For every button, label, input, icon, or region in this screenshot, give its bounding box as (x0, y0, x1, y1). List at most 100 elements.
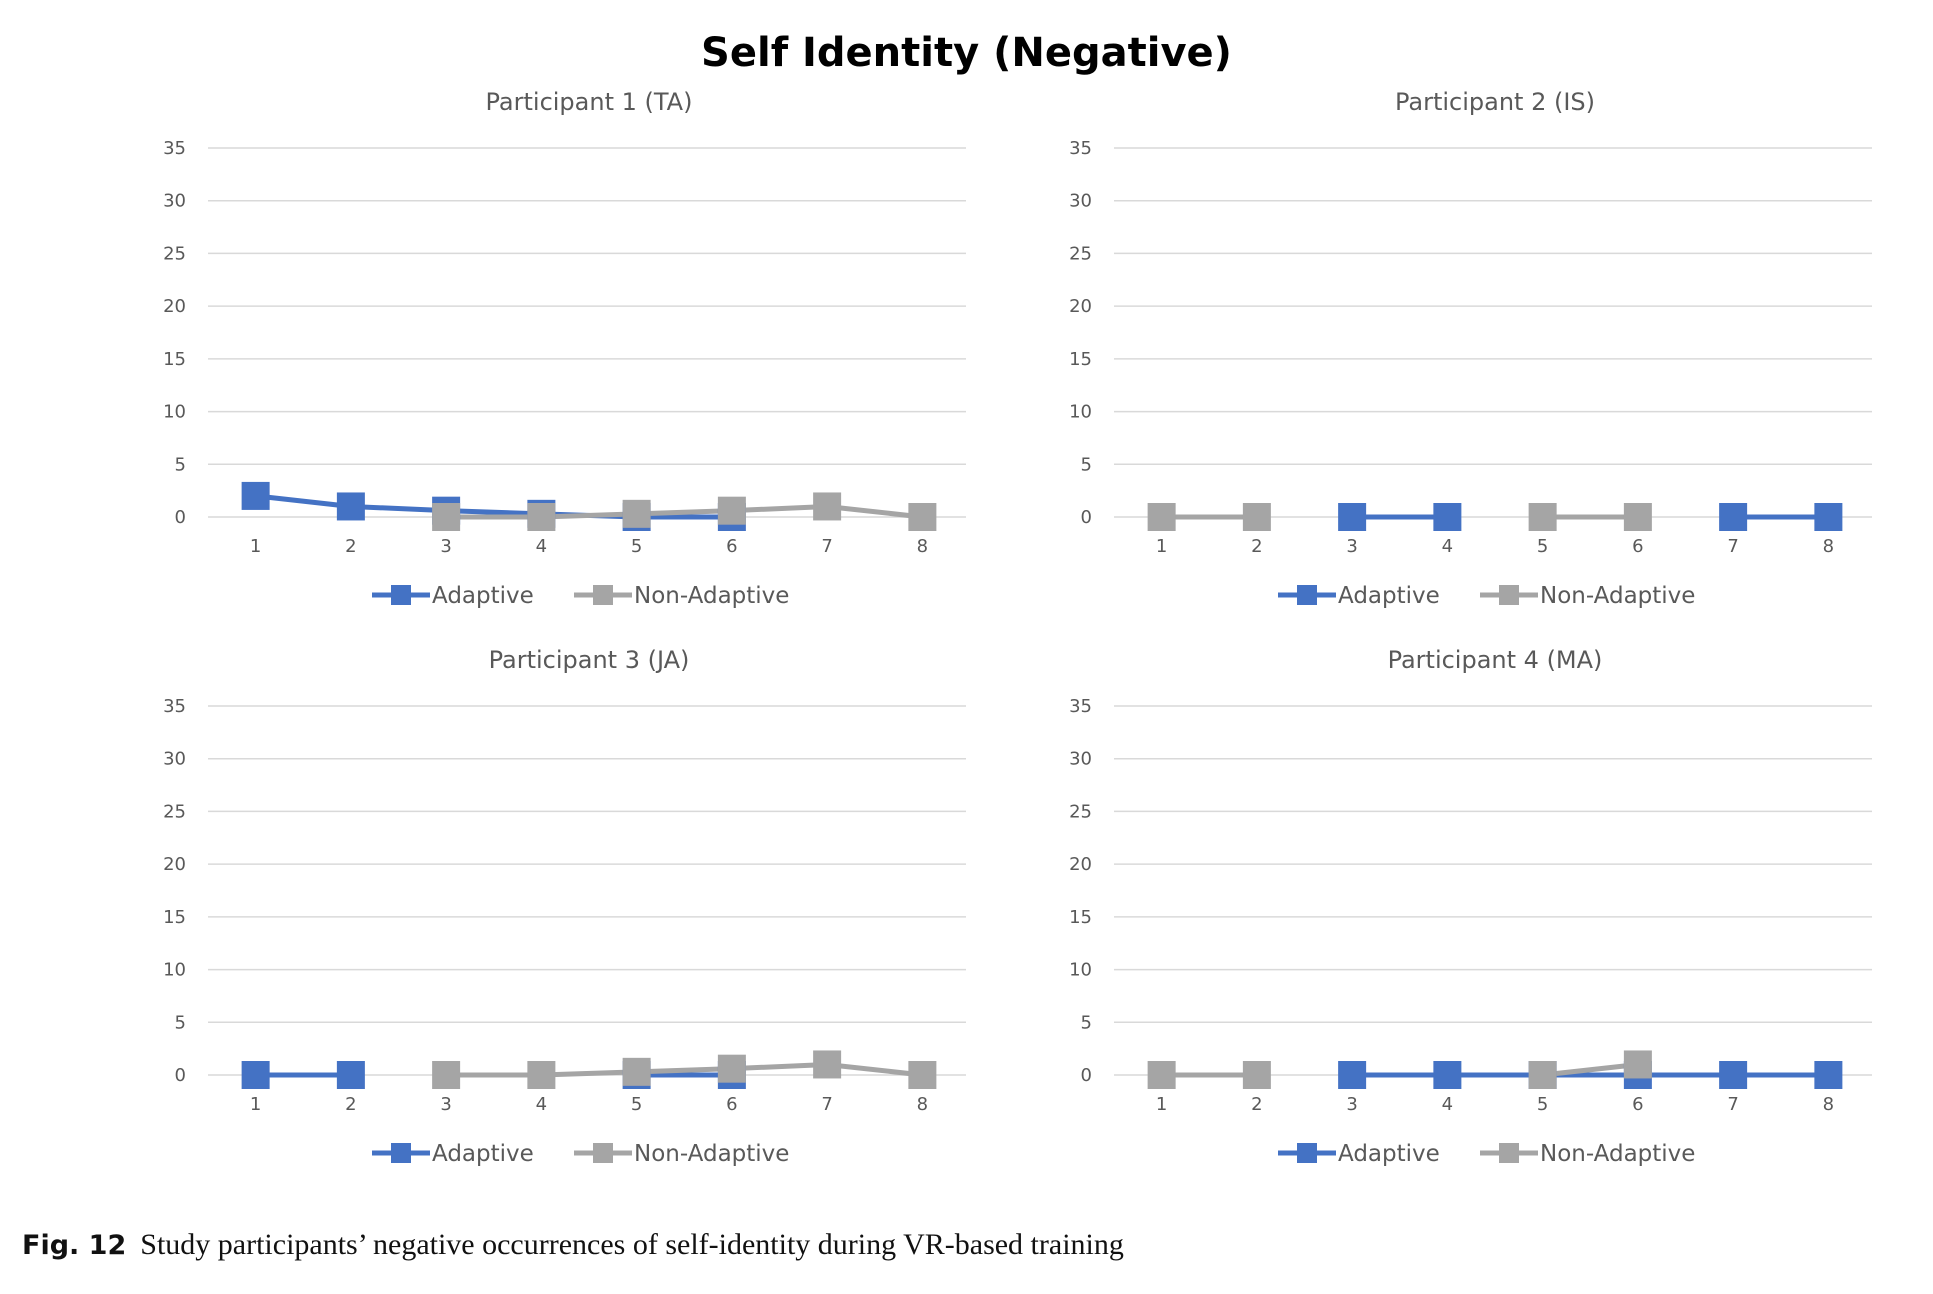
data-point-non-adaptive-x6 (717, 496, 746, 525)
x-tick-label: 5 (1537, 1094, 1548, 1115)
legend-marker-swatch (593, 585, 613, 605)
data-point-non-adaptive-x7 (813, 1050, 842, 1079)
y-tick-label: 10 (163, 960, 186, 981)
x-tick-label: 3 (440, 1094, 451, 1115)
x-tick-label: 8 (1823, 536, 1834, 557)
chart-panel-participant-1: Participant 1 (TA) 0 5 10 15 20 25 30 35 1 2 3 4 5 6 7 8… (0, 80, 966, 640)
legend-item-adaptive: Adaptive (372, 1141, 534, 1167)
series-segment (538, 511, 640, 520)
y-tick-label: 30 (1069, 191, 1092, 212)
x-tick-label: 6 (726, 536, 737, 557)
legend-label: Adaptive (1338, 583, 1440, 609)
data-point-non-adaptive-x5 (622, 499, 651, 528)
line-chart-participant-1: Participant 1 (TA) 0 5 10 15 20 25 30 35 1 2 3 4 5 6 7 8… (163, 88, 966, 609)
x-tick-label: 1 (250, 1094, 261, 1115)
chart-panel-participant-4: Participant 4 (MA) 0 5 10 15 20 25 30 35 1 2 3 4 5 6 7 8… (906, 638, 1872, 1198)
y-tick-label: 0 (175, 1065, 186, 1086)
x-tick-label: 5 (1537, 536, 1548, 557)
data-point-non-adaptive-x4 (527, 1061, 556, 1089)
y-tick-label: 25 (1069, 243, 1092, 264)
x-tick-label: 4 (1442, 1094, 1453, 1115)
x-tick-label: 7 (821, 536, 832, 557)
x-tick-label: 1 (1156, 536, 1167, 557)
x-tick-label: 8 (917, 1094, 928, 1115)
legend-item-adaptive: Adaptive (372, 583, 534, 609)
y-tick-label: 35 (163, 138, 186, 159)
data-point-non-adaptive-x3 (432, 503, 461, 531)
x-tick-label: 4 (536, 536, 547, 557)
y-tick-label: 15 (163, 907, 186, 928)
series-line-non-adaptive (1159, 1061, 1641, 1078)
legend-label: Non-Adaptive (1540, 1141, 1695, 1167)
data-point-non-adaptive-x5 (1528, 1061, 1557, 1089)
figure-caption: Fig. 12 Study participants’ negative occu… (22, 1228, 1124, 1262)
figure-title: Self Identity (Negative) (701, 30, 1232, 76)
x-tick-label: 1 (1156, 1094, 1167, 1115)
data-point-adaptive-x7 (1719, 1061, 1748, 1089)
y-tick-label: 35 (1069, 696, 1092, 717)
chart-title: Participant 4 (MA) (1388, 646, 1603, 674)
legend-marker-swatch (1297, 585, 1317, 605)
y-tick-label: 15 (1069, 907, 1092, 928)
figure-number: Fig. 12 (22, 1230, 127, 1261)
line-chart-participant-2: Participant 2 (IS) 0 5 10 15 20 25 30 35 1 2 3 4 5 6 7 8… (1069, 88, 1872, 609)
series-segment (729, 1061, 830, 1072)
legend-label: Non-Adaptive (634, 1141, 789, 1167)
y-tick-label: 10 (163, 402, 186, 423)
data-point-non-adaptive-x8 (908, 1061, 937, 1089)
legend-label: Non-Adaptive (1540, 583, 1695, 609)
x-tick-label: 4 (536, 1094, 547, 1115)
x-tick-label: 6 (1632, 536, 1643, 557)
y-tick-label: 0 (1081, 1065, 1092, 1086)
chart-legend: Adaptive Non-Adaptive (372, 583, 789, 609)
data-point-adaptive-x2 (336, 492, 365, 521)
y-tick-label: 20 (1069, 296, 1092, 317)
x-tick-label: 7 (1727, 1094, 1738, 1115)
chart-title: Participant 3 (JA) (489, 646, 690, 674)
data-point-non-adaptive-x6 (717, 1054, 746, 1083)
y-tick-label: 20 (163, 854, 186, 875)
data-point-non-adaptive-x8 (908, 503, 937, 531)
series-segment (634, 508, 735, 517)
x-tick-label: 6 (1632, 1094, 1643, 1115)
x-tick-label: 2 (345, 1094, 356, 1115)
x-tick-label: 5 (631, 536, 642, 557)
series-line-non-adaptive (443, 1061, 925, 1078)
data-point-non-adaptive-x4 (527, 503, 556, 531)
y-tick-label: 25 (163, 243, 186, 264)
legend-item-adaptive: Adaptive (1278, 583, 1440, 609)
line-chart-participant-4: Participant 4 (MA) 0 5 10 15 20 25 30 35 1 2 3 4 5 6 7 8… (1069, 646, 1872, 1167)
y-tick-label: 15 (163, 349, 186, 370)
legend-marker-swatch (1499, 1143, 1519, 1163)
x-tick-label: 8 (1823, 1094, 1834, 1115)
series-segment (634, 1066, 735, 1075)
legend-item-adaptive: Adaptive (1278, 1141, 1440, 1167)
caption-text: Study participants’ negative occurrences… (140, 1228, 1124, 1261)
legend-marker-swatch (593, 1143, 613, 1163)
data-point-adaptive-x3 (1338, 1061, 1367, 1089)
y-tick-label: 15 (1069, 349, 1092, 370)
series-segment (1540, 1061, 1641, 1078)
x-tick-label: 8 (917, 536, 928, 557)
y-tick-label: 20 (1069, 854, 1092, 875)
y-tick-label: 25 (1069, 801, 1092, 822)
data-point-non-adaptive-x6 (1623, 1050, 1652, 1079)
x-tick-label: 6 (726, 1094, 737, 1115)
series-segment (253, 493, 354, 509)
chart-legend: Adaptive Non-Adaptive (372, 1141, 789, 1167)
x-tick-label: 2 (1251, 536, 1262, 557)
y-tick-label: 20 (163, 296, 186, 317)
y-tick-label: 5 (1081, 1012, 1092, 1033)
y-tick-label: 25 (163, 801, 186, 822)
x-tick-label: 3 (440, 536, 451, 557)
legend-label: Adaptive (432, 583, 534, 609)
series-segment (729, 503, 830, 514)
x-tick-label: 4 (1442, 536, 1453, 557)
data-point-non-adaptive-x7 (813, 492, 842, 521)
legend-marker-swatch (1499, 585, 1519, 605)
data-point-non-adaptive-x2 (1242, 1061, 1271, 1089)
legend-label: Non-Adaptive (634, 583, 789, 609)
chart-legend: Adaptive Non-Adaptive (1278, 583, 1695, 609)
legend-item-non-adaptive: Non-Adaptive (1480, 583, 1695, 609)
legend-item-non-adaptive: Non-Adaptive (1480, 1141, 1695, 1167)
